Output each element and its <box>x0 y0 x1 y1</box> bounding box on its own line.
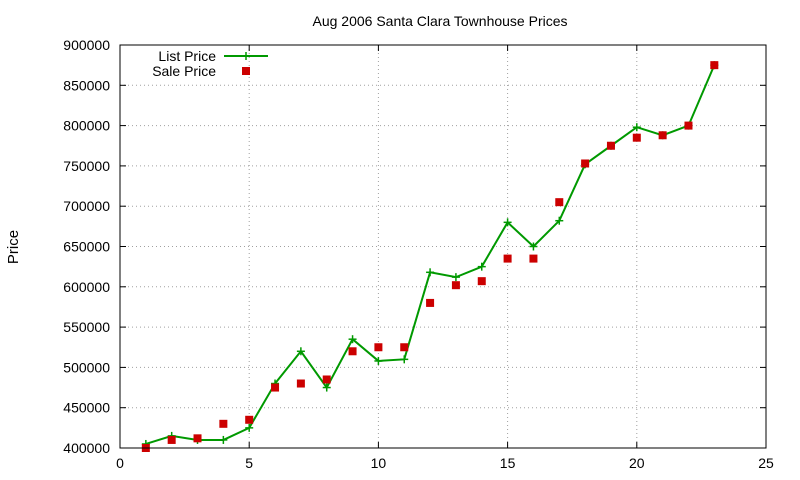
sale-price-point <box>632 133 641 142</box>
x-tick-label: 15 <box>500 455 516 471</box>
grid-layer <box>120 45 766 448</box>
list-price-point <box>322 383 331 392</box>
legend-sample-sale-price-marker <box>242 67 250 75</box>
sale-price-point <box>503 254 512 263</box>
y-tick-label: 700000 <box>63 198 110 214</box>
y-tick-label: 750000 <box>63 158 110 174</box>
series-layer <box>141 61 719 452</box>
y-tick-label: 650000 <box>63 239 110 255</box>
list-price-point <box>400 355 409 364</box>
sale-price-point <box>477 277 486 286</box>
legend-label-sale-price: Sale Price <box>152 63 216 79</box>
sale-price-point <box>245 415 254 424</box>
chart-title: Aug 2006 Santa Clara Townhouse Prices <box>312 13 567 29</box>
list-price-point <box>477 262 486 271</box>
sale-price-point <box>606 141 615 150</box>
sale-price-point <box>400 343 409 352</box>
y-tick-label: 850000 <box>63 77 110 93</box>
sale-price-point <box>426 298 435 307</box>
x-tick-label: 25 <box>758 455 774 471</box>
x-tick-label: 0 <box>116 455 124 471</box>
sale-price-point <box>167 435 176 444</box>
list-price-point <box>348 335 357 344</box>
sale-price-point <box>219 419 228 428</box>
list-price-line <box>145 64 716 445</box>
legend: List Price Sale Price <box>152 48 268 79</box>
sale-price-point <box>658 131 667 140</box>
sale-price-point <box>193 434 202 443</box>
y-axis-label: Price <box>5 230 22 264</box>
list-price-point <box>451 273 460 282</box>
sale-price-point <box>451 281 460 290</box>
list-price-point <box>219 435 228 444</box>
list-price-point <box>245 423 254 432</box>
list-price-point <box>503 218 512 227</box>
list-price-point <box>296 347 305 356</box>
tick-layer: 0 5 10 15 20 25 400000 450000 500000 550000 600000… <box>63 37 774 471</box>
sale-price-point <box>684 121 693 130</box>
sale-price-point <box>710 61 719 70</box>
sale-price-point <box>581 159 590 168</box>
legend-sample-list-price-marker <box>242 52 250 60</box>
sale-price-point <box>296 379 305 388</box>
y-tick-label: 900000 <box>63 37 110 53</box>
x-tick-label: 5 <box>245 455 253 471</box>
sale-price-point <box>555 198 564 207</box>
sale-price-point <box>271 383 280 392</box>
sale-price-point <box>348 347 357 356</box>
list-price-point <box>555 216 564 225</box>
list-price-point <box>632 123 641 132</box>
sale-price-point <box>529 254 538 263</box>
plot-frame <box>119 44 767 449</box>
y-tick-label: 450000 <box>63 400 110 416</box>
x-tick-label: 20 <box>629 455 645 471</box>
y-tick-label: 600000 <box>63 279 110 295</box>
legend-label-list-price: List Price <box>158 48 216 64</box>
list-price-point <box>374 356 383 365</box>
sale-price-point <box>374 343 383 352</box>
sale-price-point <box>322 375 331 384</box>
list-price-point <box>529 242 538 251</box>
y-tick-label: 550000 <box>63 319 110 335</box>
list-price-point <box>426 268 435 277</box>
y-tick-label: 400000 <box>63 440 110 456</box>
y-tick-label: 800000 <box>63 118 110 134</box>
x-tick-label: 10 <box>371 455 387 471</box>
y-tick-label: 500000 <box>63 359 110 375</box>
